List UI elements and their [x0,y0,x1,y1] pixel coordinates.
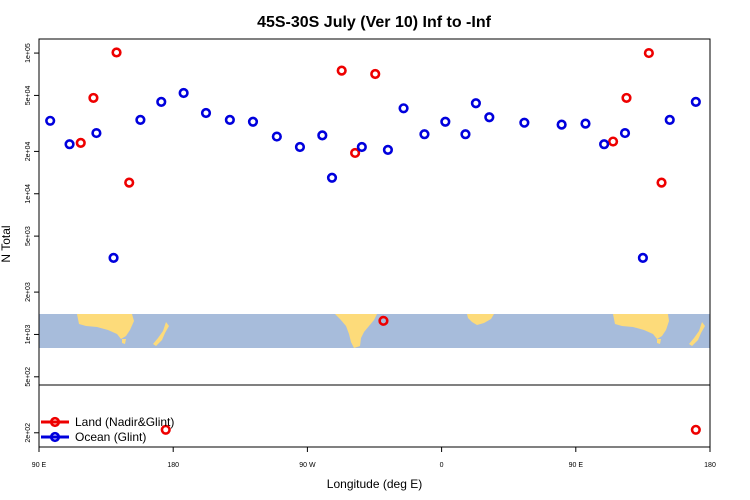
land-point [370,68,381,80]
ocean-point [317,130,328,141]
map-landmasses [77,314,705,348]
map-land-tasmania-repeat [657,339,661,344]
land-point [88,92,99,104]
land-point [621,92,632,104]
ocean-point [398,103,409,114]
ocean-point [91,127,102,139]
ocean-point [580,118,591,129]
x-tick-label: 0 [440,462,444,469]
ocean-point [200,107,212,119]
ocean-point [224,114,235,125]
y-tick-label: 1e+05 [25,43,32,63]
x-tick-label: 90 E [32,462,47,469]
legend: Land (Nadir&Glint) Ocean (Glint) [41,415,174,444]
land-point [690,424,701,435]
y-axis-label: N Total [0,225,13,262]
ocean-point [64,139,75,150]
land-point [350,147,361,159]
x-tick-label: 90 E [569,462,584,469]
y-tick-label: 5e+02 [25,367,32,387]
legend-label-ocean: Ocean (Glint) [75,430,146,444]
plot-frame [38,38,711,448]
legend-label-land: Land (Nadir&Glint) [75,415,174,429]
x-tick-label: 180 [167,462,179,469]
y-tick-label: 2e+02 [25,423,32,443]
ocean-point [419,129,430,140]
ocean-point [294,141,306,153]
map-land-new-zealand [153,322,169,346]
y-axis: 2e+02 5e+02 1e+03 2e+03 5e+03 1e+04 2e+04 5e+04… [25,43,39,443]
y-tick-label: 1e+04 [25,184,32,204]
ocean-point [470,98,481,109]
ocean-point [619,127,631,139]
ocean-point [664,114,675,125]
land-point [160,424,171,435]
land-point [75,137,86,148]
ocean-point [356,141,367,153]
world-map-strip [39,314,710,348]
ocean-point [156,96,167,107]
x-tick-label: 180 [704,462,716,469]
legend-marker-land [49,416,61,428]
y-tick-label: 2e+03 [25,282,32,302]
x-axis: 90 E 180 90 W 0 90 E 180 [32,447,716,469]
land-point [643,47,654,59]
ocean-point [326,172,338,183]
map-land-south-africa [467,314,494,325]
map-land-tasmania [122,339,126,344]
land-point [378,315,389,326]
ocean-point [637,252,649,264]
ocean-point [460,129,471,140]
data-points [45,47,701,435]
ocean-point [690,96,701,107]
map-land-australia-repeat [613,314,669,339]
map-ocean [39,314,710,348]
ocean-point [556,119,567,130]
y-tick-label: 2e+04 [25,141,32,161]
land-point [124,177,135,188]
ocean-point [45,115,56,126]
ocean-point [271,131,282,142]
land-point [656,177,667,188]
land-point [607,136,619,147]
y-tick-label: 5e+04 [25,85,32,105]
map-land-south-america [335,314,377,348]
ocean-point [135,114,146,125]
ocean-point [519,117,530,128]
ocean-point [599,139,610,150]
ocean-point [440,116,451,127]
x-tick-label: 90 W [299,462,316,469]
ocean-point [247,116,259,127]
ocean-point [382,144,394,155]
ocean-point [108,252,119,264]
ocean-point [484,112,495,123]
chart-title: 45S-30S July (Ver 10) Inf to -Inf [257,14,492,31]
legend-marker-ocean [49,431,61,443]
land-point [111,47,122,58]
land-point [336,65,347,76]
y-tick-label: 5e+03 [25,226,32,246]
ocean-point [178,87,189,99]
y-tick-label: 1e+03 [25,325,32,345]
map-land-australia [77,314,134,339]
map-land-new-zealand-repeat [689,322,705,346]
x-axis-label: Longitude (deg E) [327,477,422,491]
